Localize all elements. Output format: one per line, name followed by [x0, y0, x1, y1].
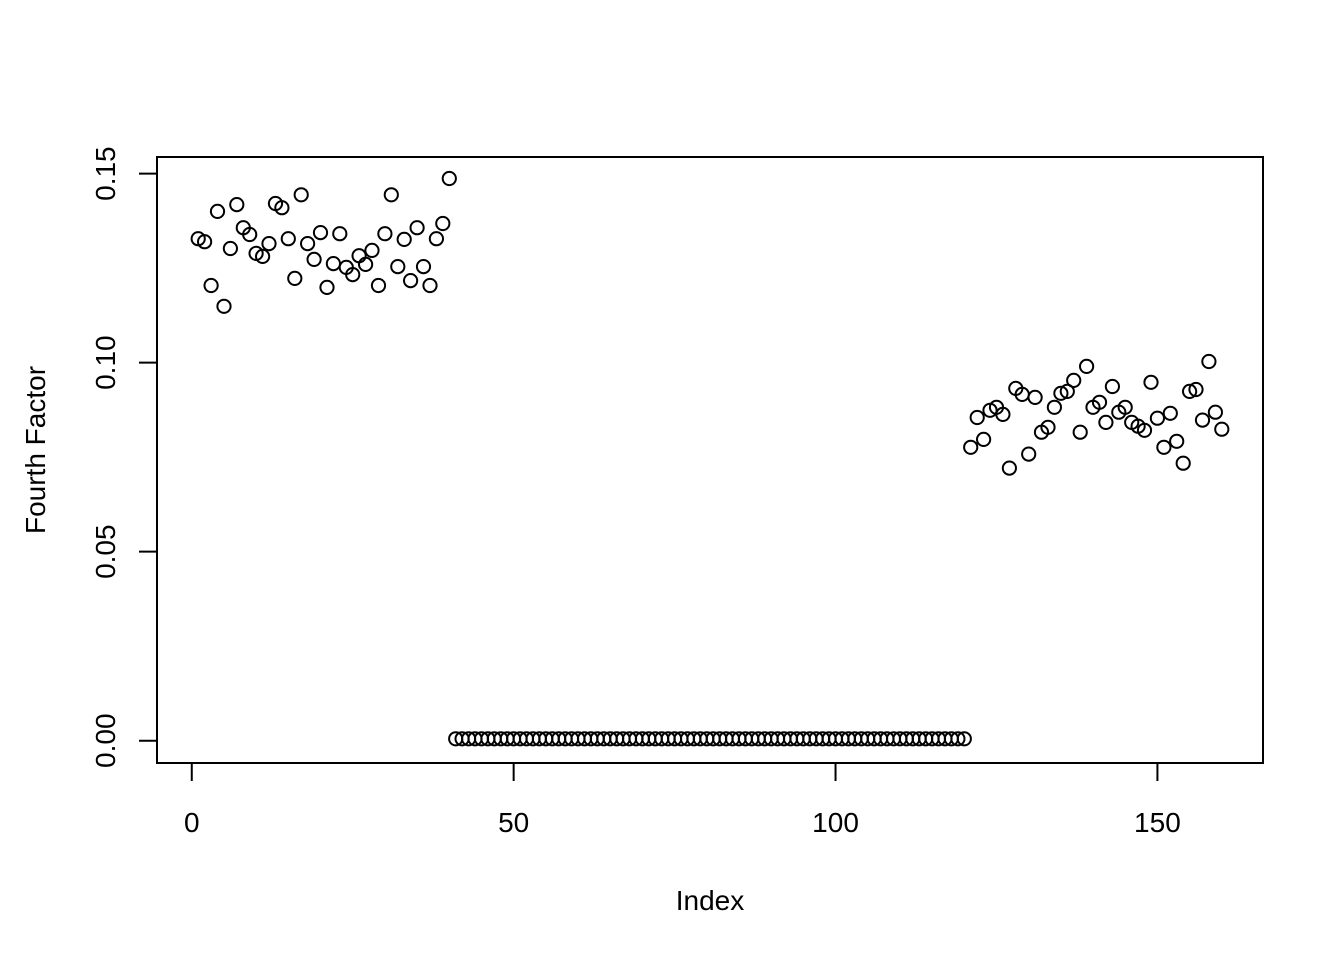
data-point — [377, 226, 393, 242]
x-tick-label: 150 — [1134, 807, 1181, 838]
data-points — [190, 170, 1230, 747]
data-point — [390, 259, 406, 275]
y-axis-label: Fourth Factor — [20, 366, 51, 534]
data-point — [306, 251, 322, 267]
data-point — [274, 200, 290, 216]
data-point — [1201, 353, 1217, 370]
y-tick-label: 0.05 — [90, 524, 121, 579]
data-point — [287, 270, 303, 286]
data-point — [1214, 421, 1230, 437]
x-axis-ticks: 0 50 100 150 — [184, 763, 1181, 838]
data-point — [415, 259, 432, 275]
data-point — [1053, 385, 1069, 401]
data-point — [261, 236, 277, 252]
data-point — [1098, 414, 1114, 430]
data-point — [1117, 399, 1133, 415]
data-point — [345, 267, 361, 283]
x-tick-label: 100 — [812, 807, 859, 838]
data-point — [1136, 422, 1153, 438]
data-point — [1066, 372, 1082, 388]
data-point — [319, 279, 335, 295]
data-point — [403, 273, 419, 289]
data-point — [1162, 405, 1178, 421]
data-point — [1059, 383, 1075, 399]
data-point — [1001, 460, 1018, 476]
data-point — [383, 187, 399, 203]
data-point — [300, 236, 316, 252]
data-point — [1027, 389, 1043, 405]
data-point — [351, 248, 367, 264]
data-point — [1207, 404, 1224, 420]
data-point — [1175, 455, 1191, 471]
data-point — [370, 277, 387, 294]
data-point — [255, 248, 271, 264]
data-point — [203, 277, 219, 294]
data-point — [242, 226, 258, 243]
data-point — [216, 298, 232, 314]
data-point — [197, 234, 213, 250]
y-tick-label: 0.00 — [90, 713, 121, 768]
data-point — [280, 231, 296, 247]
data-point — [293, 187, 309, 203]
data-point — [1046, 399, 1063, 415]
data-point — [1040, 419, 1056, 435]
data-point — [1188, 381, 1204, 398]
data-point — [428, 231, 444, 247]
data-point — [950, 731, 966, 747]
y-tick-label: 0.15 — [90, 146, 121, 201]
y-axis-ticks: 0.00 0.05 0.10 0.15 — [90, 146, 157, 768]
data-point — [1072, 424, 1088, 440]
data-point — [396, 231, 412, 247]
data-point — [956, 731, 972, 747]
x-axis-label: Index — [676, 885, 745, 916]
data-point — [441, 170, 457, 187]
data-point — [332, 226, 348, 242]
x-tick-label: 0 — [184, 807, 200, 838]
data-point — [1149, 410, 1166, 426]
data-point — [995, 406, 1011, 422]
data-point — [364, 242, 380, 258]
data-point — [1169, 433, 1185, 449]
data-point — [325, 256, 341, 272]
data-point — [1021, 446, 1037, 462]
data-point — [358, 256, 374, 272]
data-point — [1156, 439, 1172, 455]
data-point — [312, 225, 329, 241]
data-point — [963, 439, 979, 455]
data-point — [222, 240, 238, 257]
data-point — [209, 203, 226, 219]
plot-border — [156, 156, 1264, 764]
data-point — [969, 409, 985, 426]
data-point — [1104, 378, 1121, 395]
data-point — [422, 277, 438, 294]
data-point — [1143, 374, 1159, 390]
data-point — [1194, 412, 1211, 428]
data-point — [1091, 394, 1108, 410]
data-point — [1182, 383, 1198, 399]
data-point — [435, 215, 451, 232]
data-point — [1079, 358, 1095, 374]
y-tick-label: 0.10 — [90, 335, 121, 390]
x-tick-label: 50 — [498, 807, 529, 838]
data-point — [229, 197, 245, 213]
data-point — [976, 431, 992, 447]
data-point — [409, 220, 425, 236]
